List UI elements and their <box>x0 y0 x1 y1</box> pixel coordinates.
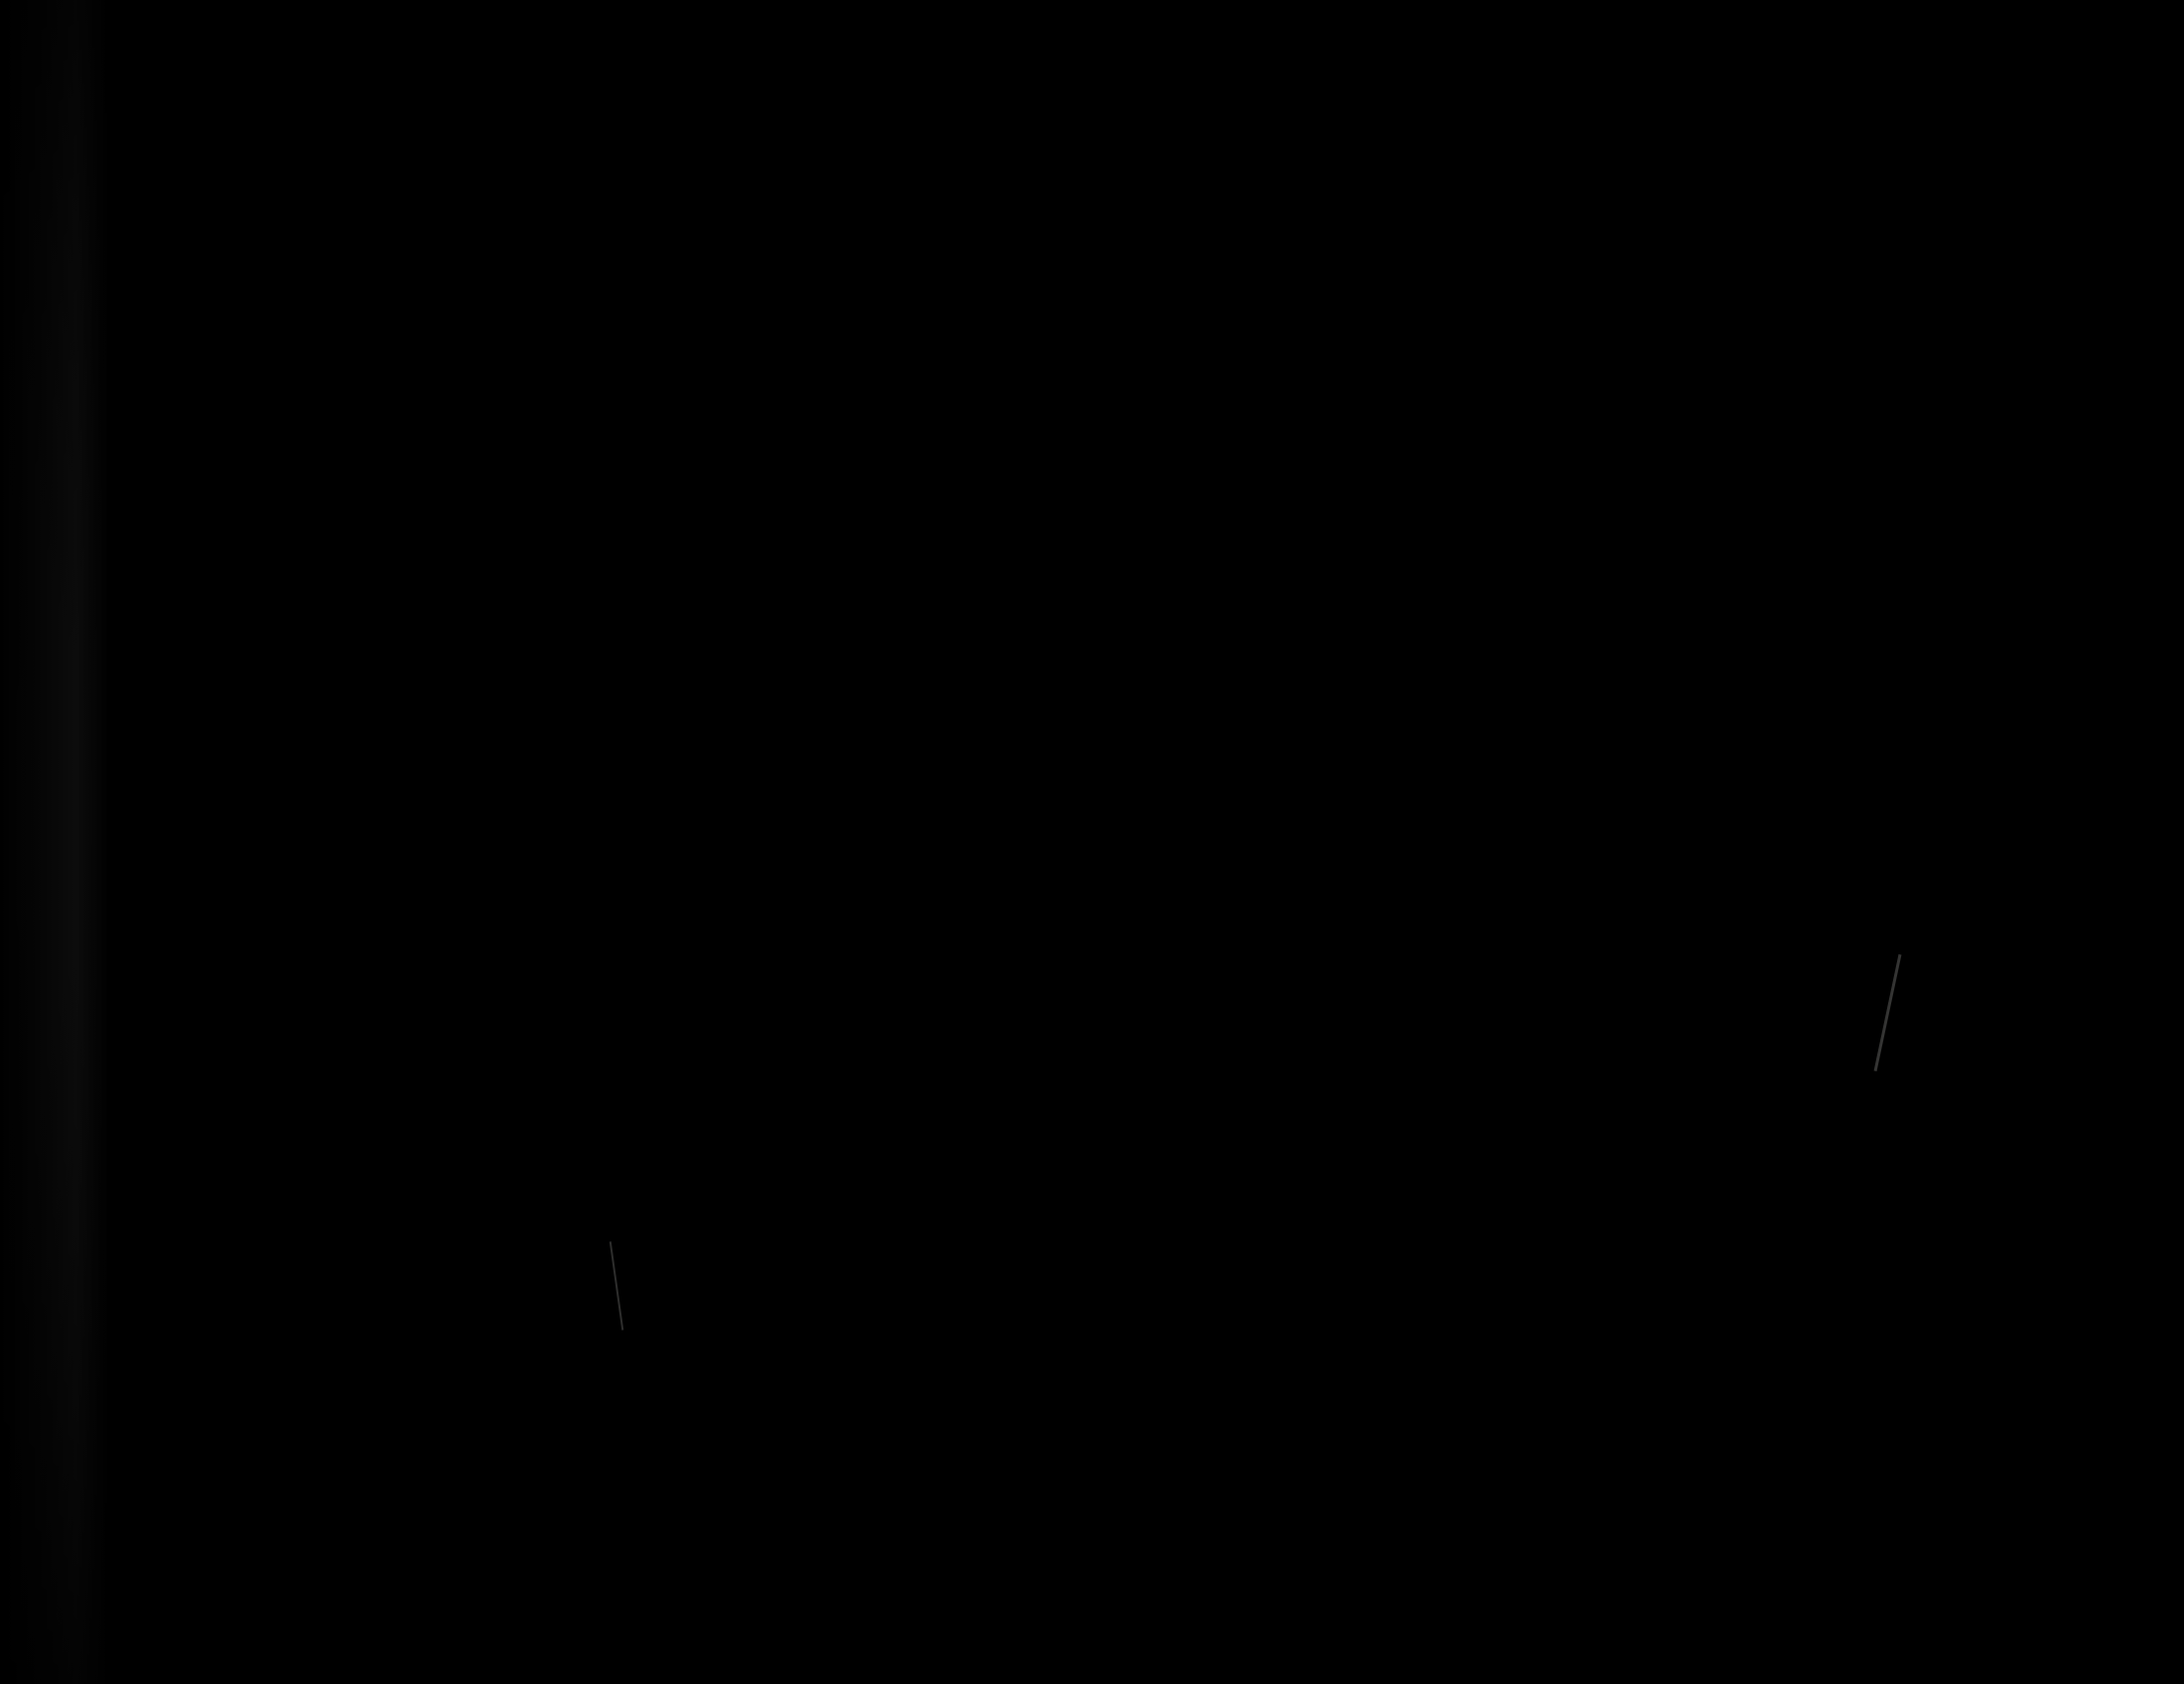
scan-vignette <box>0 0 2184 1684</box>
scanned-page-image: 135 Husvardsfolk <box>0 0 2184 1684</box>
